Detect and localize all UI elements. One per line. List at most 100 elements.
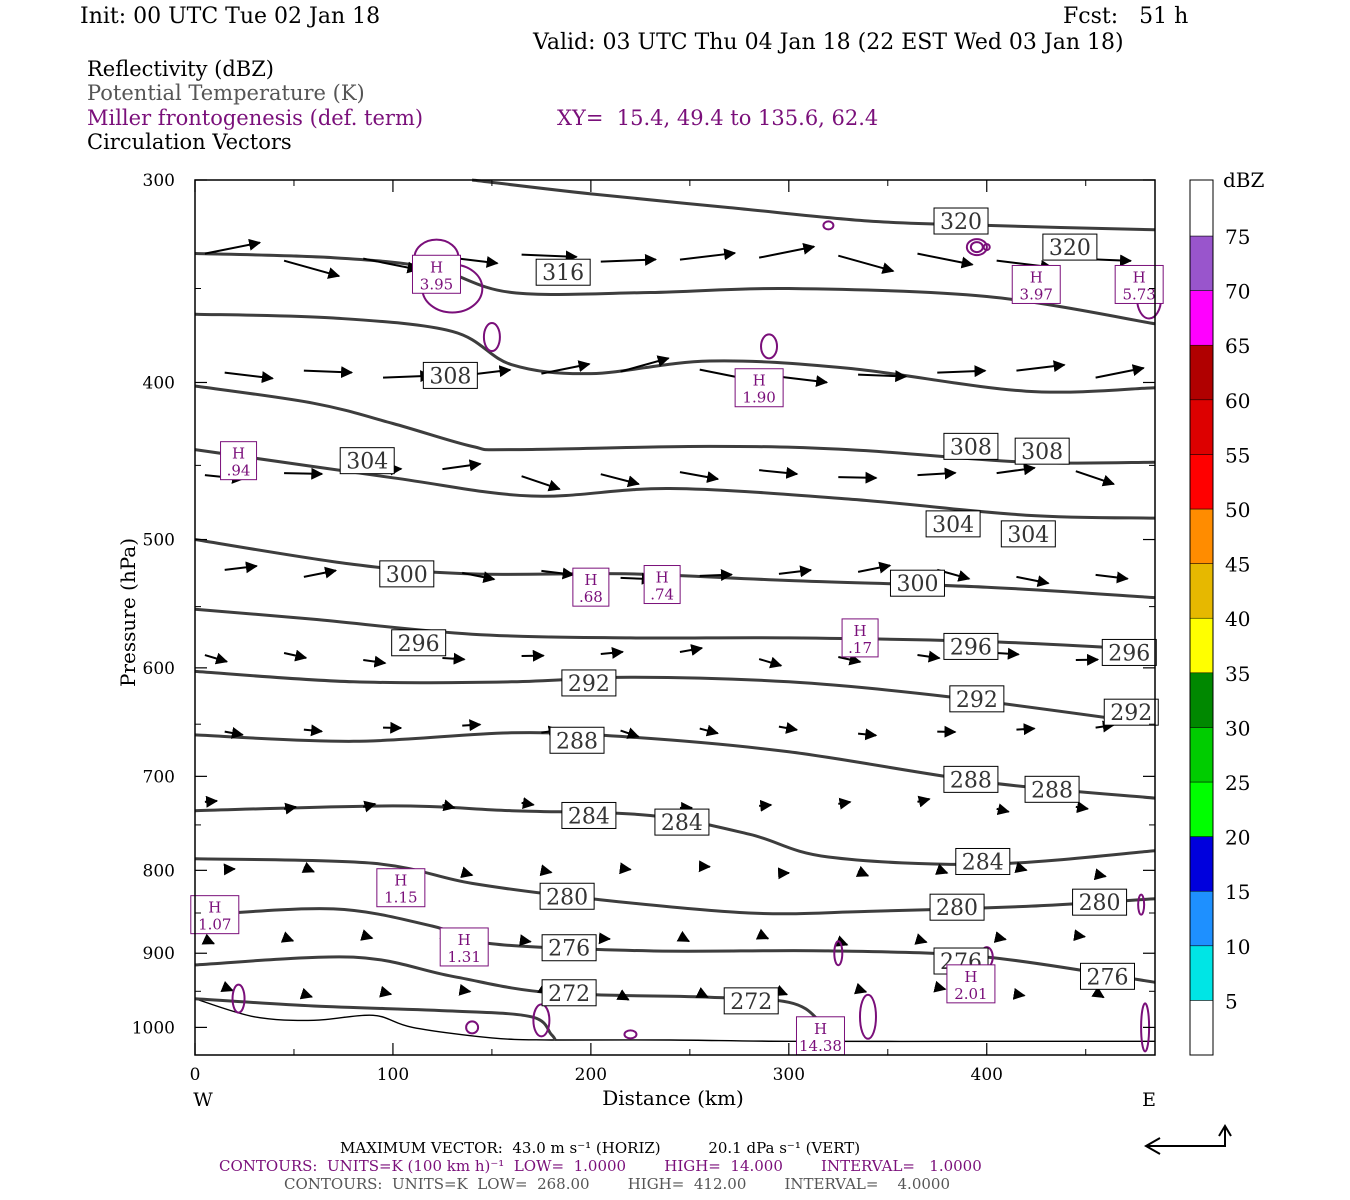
frontogenesis-contour [982,243,991,252]
vector-arrow [679,248,737,261]
isentrope-label-box [943,632,999,660]
frontogenesis-maximum-h: H [753,372,766,390]
y-tick-label: 700 [143,767,175,787]
vector-arrow [937,365,987,378]
frontogenesis-maximum-value: 1.07 [198,916,231,934]
isentrope-label: 280 [539,882,595,910]
vector-arrow [541,567,575,580]
frontogenesis-maximum-value: 14.38 [799,1037,842,1055]
frontogenesis-maximum: H.94 [220,441,258,481]
frontogenesis-contour [532,1003,551,1038]
vector-arrow [774,984,789,997]
vector-arrow [303,566,338,579]
isentrope-label: 320 [1042,233,1098,261]
vector-arrow [442,459,482,472]
vector-arrow [620,355,670,373]
isentrope-label-text: 292 [956,688,998,713]
colorbar-level-label: 55 [1225,443,1250,467]
vector-arrow [283,649,308,662]
vector-arrow [462,719,482,732]
isentrope-label-text: 308 [950,435,992,460]
vector-arrow [755,928,770,940]
colorbar-level-label: 15 [1225,880,1250,904]
isentrope-label-text: 300 [386,563,428,588]
isentrope-label-text: 280 [1079,891,1121,916]
isentrope-label-text: 308 [429,364,471,389]
isentrope-label-text: 276 [1086,965,1128,990]
isentrope-320 [471,178,1156,232]
colorbar-box [1189,563,1214,619]
colorbar-level-label: 30 [1225,716,1250,740]
vector-arrow [759,466,799,479]
frontogenesis-contour [623,1029,638,1040]
frontogenesis-maximum-h: H [394,872,407,890]
frontogenesis-maximum: H.74 [643,565,681,605]
vector-arrow [363,655,387,668]
colorbar-box [1189,890,1214,947]
vector-arrow [1014,861,1028,874]
isentrope-label-box [561,801,617,829]
y-tick-label: 300 [143,171,175,191]
vector-arrow [224,561,258,574]
vector-arrow [1016,575,1050,588]
legend-reflectivity: Reflectivity (dBZ) [87,57,275,81]
frontogenesis-maximum: H1.31 [439,927,489,967]
colorbar-box [1189,617,1214,674]
colorbar-level-label: 45 [1225,553,1250,577]
colorbar-level-label: 65 [1225,334,1250,358]
vector-arrow [838,471,878,484]
isentrope-label: 288 [1024,775,1080,803]
legend-potential-temperature: Potential Temperature (K) [87,81,365,105]
x-tick-label: 400 [971,1065,1003,1085]
max-vector-note: MAXIMUM VECTOR: 43.0 m s⁻¹ (HORIZ) 20.1 … [340,1139,861,1157]
colorbar-level-label: 10 [1225,935,1250,959]
colorbar-level-label: 50 [1225,498,1250,522]
vector-arrow [458,983,472,996]
isentrope-label: 316 [535,258,591,286]
colorbar-box [1189,1000,1214,1056]
vector-arrow [996,647,1020,660]
vector-arrow [1075,801,1090,814]
isentrope-label-text: 288 [950,768,992,793]
vector-arrow [935,863,949,875]
colorbar-box [1189,727,1214,783]
isentrope-label: 308 [1014,437,1070,465]
frontogenesis-maximum-value: .94 [227,462,251,480]
vector-arrow [679,644,704,656]
init-time: Init: 00 UTC Tue 02 Jan 18 [80,4,381,29]
isentrope-268 [194,997,557,1041]
frontogenesis-maximum: H1.90 [734,368,784,408]
vector-arrow [600,253,657,266]
isentrope-label-box [943,765,999,793]
isentrope-label-text: 292 [1110,701,1152,726]
isentrope-lines [194,178,1156,1041]
vector-arrow [224,727,244,739]
frontogenesis-maximum-box [734,368,784,408]
isentrope-316 [194,252,1156,326]
frontogenesis-maximum-box [841,618,879,658]
frontogenesis-maximum-box [1011,264,1061,304]
colorbar-level-label: 35 [1225,662,1250,686]
isentrope-label-box [539,882,595,910]
vector-arrow [379,985,393,998]
forecast-hour: Fcst: 51 h [1063,4,1189,29]
vector-arrow [838,653,862,666]
vector-arrow [699,569,733,582]
vector-arrow [442,799,456,812]
frontogenesis-contour [760,333,779,360]
frontogenesis-maximum-box [643,565,681,605]
isentrope-label: 304 [339,447,395,475]
isentrope-label: 288 [549,726,605,754]
legend-circulation-vectors: Circulation Vectors [87,130,292,154]
vector-arrow [778,565,813,578]
frontogenesis-maximum-h: H [1133,268,1146,286]
isentrope-label-text: 284 [568,804,610,829]
frontogenesis-maximum-h: H [964,968,977,986]
frontogenesis-maximum-box [572,567,610,607]
colorbar-box [1189,235,1214,291]
vector-arrow [1095,364,1145,379]
vector-arrow [1073,929,1087,942]
vector-arrow [598,932,611,945]
frontogenesis-maximum-box [376,868,426,908]
vector-arrow [996,463,1036,476]
